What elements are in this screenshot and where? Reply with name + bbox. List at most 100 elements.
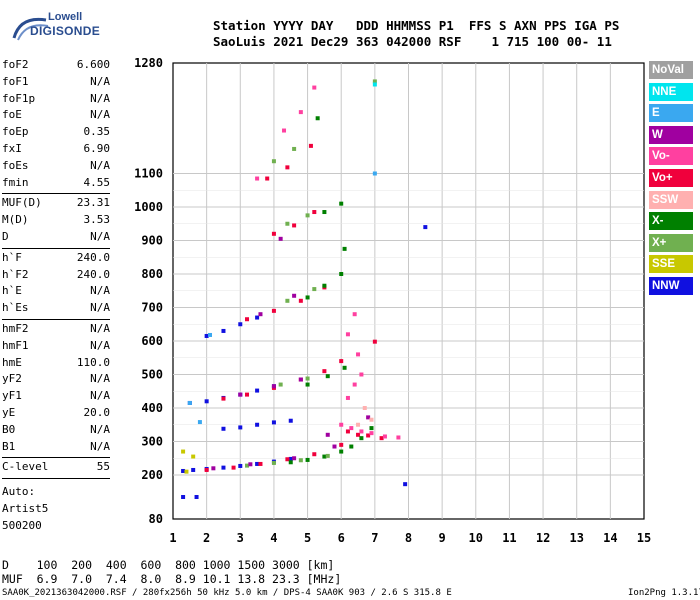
data-point-x- [305, 457, 310, 462]
data-point-vo+ [265, 176, 270, 181]
data-point-vo+ [308, 143, 313, 148]
legend-item-nne: NNE [649, 82, 693, 101]
x-tick-label: 8 [405, 531, 412, 545]
data-point-vo+ [372, 339, 377, 344]
param-name: hmF2 [2, 321, 29, 335]
y-tick-label: 1100 [134, 167, 163, 181]
data-point-vo- [312, 85, 317, 90]
y-tick-label: 500 [141, 368, 163, 382]
param-name: foF1 [2, 74, 29, 88]
data-point-nnw [238, 463, 243, 468]
data-point-vo- [382, 434, 387, 439]
param-name: h`Es [2, 301, 29, 315]
data-point-vo+ [356, 432, 361, 437]
param-name: h`E [2, 284, 22, 298]
data-point-vo- [255, 176, 260, 181]
data-point-nnw [271, 420, 276, 425]
data-point-vo- [349, 426, 354, 431]
param-value: N/A [90, 422, 110, 436]
data-point-vo- [396, 435, 401, 440]
data-point-nnw [221, 328, 226, 333]
x-tick-label: 7 [371, 531, 378, 545]
param-row: yF2 N/A [2, 372, 110, 389]
param-separator [2, 318, 110, 320]
x-tick-label: 1 [169, 531, 176, 545]
data-point-nnw [194, 495, 199, 499]
param-value: N/A [90, 301, 110, 315]
y-tick-label: 800 [141, 267, 163, 281]
param-value: N/A [90, 74, 110, 88]
x-tick-label: 5 [304, 531, 311, 545]
data-point-vo+ [379, 436, 384, 441]
param-name: C-level [2, 460, 49, 474]
data-point-sse [184, 469, 189, 474]
data-point-x+ [372, 79, 377, 84]
data-point-x+ [271, 159, 276, 164]
param-name: yF2 [2, 372, 22, 386]
data-point-x+ [305, 213, 310, 218]
header-labels: Station YYYY DAY DDD HHMMSS P1 FFS S AXN… [213, 18, 620, 33]
param-row: hmE 110.0 [2, 356, 110, 373]
distance-row: D 100 200 400 600 800 1000 1500 3000 [km… [2, 558, 335, 572]
param-separator [2, 247, 110, 249]
data-point-w [292, 456, 297, 461]
data-point-nnw [221, 426, 226, 431]
data-point-e [197, 420, 202, 425]
data-point-nnw [423, 225, 428, 230]
data-point-vo- [345, 395, 350, 400]
data-point-x+ [298, 458, 303, 463]
data-point-w [366, 415, 371, 420]
x-tick-label: 11 [502, 531, 516, 545]
param-separator [2, 457, 110, 459]
x-tick-label: 9 [439, 531, 446, 545]
data-point-w [271, 384, 276, 389]
data-point-x- [305, 382, 310, 387]
x-tick-label: 14 [603, 531, 617, 545]
param-value: 6.90 [83, 141, 111, 155]
param-value: 110.0 [76, 355, 110, 369]
data-point-x- [359, 436, 364, 441]
param-value: N/A [90, 229, 110, 243]
y-tick-label: 200 [141, 468, 163, 482]
logo-line1: Lowell [48, 11, 83, 23]
legend-item-noval: NoVal [649, 61, 693, 79]
data-point-nnw [255, 461, 260, 466]
data-point-x+ [292, 146, 297, 151]
data-point-x- [322, 283, 327, 288]
param-value: 240.0 [76, 250, 110, 264]
data-point-vo+ [271, 231, 276, 236]
param-name: hmE [2, 355, 22, 369]
param-row: yF1 N/A [2, 389, 110, 406]
param-row: MUF(D) 23.31 [2, 196, 110, 213]
param-row: foEs N/A [2, 159, 110, 176]
param-name: B1 [2, 439, 16, 453]
x-tick-label: 2 [203, 531, 210, 545]
y-tick-label: 1280 [134, 56, 163, 70]
data-point-x- [315, 116, 320, 121]
param-value: 240.0 [76, 267, 110, 281]
data-point-vo+ [271, 308, 276, 313]
data-point-vo+ [245, 317, 250, 322]
data-point-nnw [204, 333, 209, 338]
data-point-vo+ [339, 442, 344, 447]
param-name: h`F2 [2, 267, 29, 281]
x-tick-label: 3 [237, 531, 244, 545]
data-point-x- [322, 210, 327, 215]
data-point-w [248, 462, 253, 467]
param-name: h`F [2, 250, 22, 264]
param-value: 0.35 [83, 125, 111, 139]
param-name: MUF(D) [2, 196, 42, 210]
data-point-w [292, 293, 297, 298]
data-point-x+ [285, 221, 290, 226]
param-row: hmF2 N/A [2, 322, 110, 339]
param-row: foE N/A [2, 108, 110, 125]
param-row: yE 20.0 [2, 406, 110, 423]
data-point-w [258, 312, 263, 317]
data-point-w [325, 432, 330, 437]
param-row: foF1 N/A [2, 75, 110, 92]
param-value: N/A [90, 321, 110, 335]
param-row: fmin 4.55 [2, 176, 110, 193]
data-point-vo+ [285, 165, 290, 170]
data-point-x- [339, 272, 344, 276]
